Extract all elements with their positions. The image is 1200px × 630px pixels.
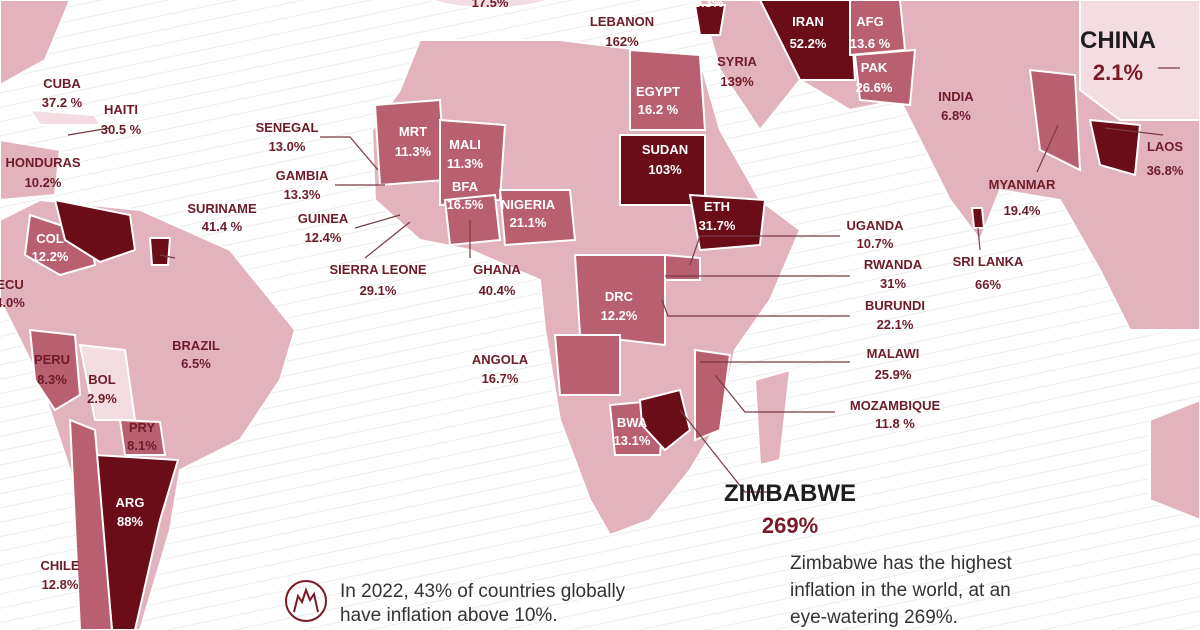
- country-name: ANGOLA: [472, 352, 529, 367]
- country-name: PRY: [129, 420, 156, 435]
- inflation-value: 103%: [648, 162, 682, 177]
- country-name: LAOS: [1147, 139, 1183, 154]
- inflation-value: 16.2 %: [638, 102, 679, 117]
- country-name: INDIA: [938, 89, 974, 104]
- country-name: ETH: [704, 199, 730, 214]
- inflation-value: 11.3%: [447, 156, 484, 171]
- inflation-value: 12.4%: [305, 230, 342, 245]
- inflation-value: 19.4%: [1004, 203, 1041, 218]
- country-name: ECU: [0, 277, 24, 292]
- inflation-value: 13.6 %: [850, 36, 891, 51]
- inflation-value: 66%: [975, 277, 1001, 292]
- country-name: ARG: [116, 495, 145, 510]
- inflation-value: 16.5%: [447, 197, 484, 212]
- country-name: SENEGAL: [256, 120, 319, 135]
- inflation-value: 12.2%: [601, 308, 638, 323]
- inflation-value: 6.5%: [181, 356, 211, 371]
- inflation-value: 21.1%: [510, 215, 547, 230]
- inflation-value: 31%: [880, 276, 906, 291]
- country-name: MALI: [449, 137, 481, 152]
- inflation-value: 37.2 %: [42, 95, 83, 110]
- inflation-value: 6.8%: [941, 108, 971, 123]
- note-icon: [285, 580, 327, 622]
- inflation-value: 12.8%: [42, 577, 79, 592]
- inflation-value: 88.3%: [687, 0, 724, 10]
- country-name: MOZAMBIQUE: [850, 398, 941, 413]
- country-name: UGANDA: [846, 218, 904, 233]
- country-name: BFA: [452, 179, 479, 194]
- inflation-value: 13.1%: [614, 433, 651, 448]
- inflation-value: 4.0%: [0, 295, 25, 310]
- inflation-value: 13.0%: [269, 139, 306, 154]
- inflation-value: 40.4%: [479, 283, 516, 298]
- inflation-value: 8.3%: [37, 372, 67, 387]
- country-name: AFG: [856, 14, 883, 29]
- country-name: EGYPT: [636, 84, 680, 99]
- inflation-value: 162%: [605, 34, 639, 49]
- note-text: In 2022, 43% of countries globally: [340, 581, 626, 602]
- country-name: COL: [36, 231, 64, 246]
- country-name: BURUNDI: [865, 298, 925, 313]
- inflation-value: 12.2%: [32, 249, 69, 264]
- country-name: ZIMBABWE: [724, 480, 856, 507]
- country-name: SUDAN: [642, 142, 688, 157]
- country-name: PERU: [34, 352, 70, 367]
- country-name: HONDURAS: [5, 155, 80, 170]
- inflation-value: 25.9%: [875, 367, 912, 382]
- inflation-value: 17.5%: [472, 0, 509, 10]
- country-name: GAMBIA: [276, 168, 329, 183]
- country-name: MALAWI: [867, 346, 920, 361]
- inflation-value: 8.1%: [127, 438, 157, 453]
- country-name: MYANMAR: [989, 177, 1056, 192]
- country-name: BRAZIL: [172, 338, 220, 353]
- country-name: NIGERIA: [501, 197, 556, 212]
- country-name: IRAN: [792, 14, 824, 29]
- inflation-value: 10.2%: [25, 175, 62, 190]
- inflation-value: 269%: [762, 513, 818, 538]
- country-name: CHINA: [1080, 27, 1156, 54]
- inflation-value: 36.8%: [1147, 163, 1184, 178]
- inflation-value: 16.7%: [482, 371, 519, 386]
- country-name: CHILE: [41, 558, 80, 573]
- country-name: GUINEA: [298, 211, 349, 226]
- country-name: BWA: [617, 415, 648, 430]
- country-name: SURINAME: [187, 201, 257, 216]
- callout-text: eye-watering 269%.: [790, 607, 958, 628]
- country-name: GHANA: [473, 262, 521, 277]
- inflation-value: 139%: [720, 74, 754, 89]
- inflation-value: 88%: [117, 514, 143, 529]
- country-name: PAK: [861, 60, 888, 75]
- callout-text: inflation in the world, at an: [790, 580, 1011, 601]
- country-name: CUBA: [43, 76, 81, 91]
- inflation-value: 11.8 %: [875, 416, 915, 431]
- country-name: HAITI: [104, 102, 138, 117]
- inflation-value: 22.1%: [877, 317, 914, 332]
- country-name: SIERRA LEONE: [329, 262, 426, 277]
- country-name: DRC: [605, 289, 634, 304]
- country-name: MRT: [399, 124, 427, 139]
- country-name: SRI LANKA: [953, 254, 1024, 269]
- note-text: have inflation above 10%.: [340, 605, 558, 626]
- inflation-value: 11.3%: [395, 144, 432, 159]
- inflation-value: 52.2%: [790, 36, 827, 51]
- callout-text: Zimbabwe has the highest: [790, 553, 1013, 574]
- country-name: RWANDA: [864, 257, 923, 272]
- inflation-value: 13.3%: [284, 187, 321, 202]
- country-name: BOL: [88, 372, 116, 387]
- inflation-value: 2.1%: [1093, 60, 1143, 85]
- inflation-value: 29.1%: [360, 283, 397, 298]
- inflation-value: 30.5 %: [101, 122, 142, 137]
- inflation-value: 26.6%: [856, 80, 893, 95]
- inflation-value: 31.7%: [699, 218, 736, 233]
- inflation-value: 2.9%: [87, 391, 117, 406]
- inflation-value: 41.4 %: [202, 219, 243, 234]
- inflation-value: 10.7%: [857, 236, 894, 251]
- country-name: LEBANON: [590, 14, 654, 29]
- country-name: SYRIA: [717, 54, 757, 69]
- leader-lines: [67, 67, 1180, 493]
